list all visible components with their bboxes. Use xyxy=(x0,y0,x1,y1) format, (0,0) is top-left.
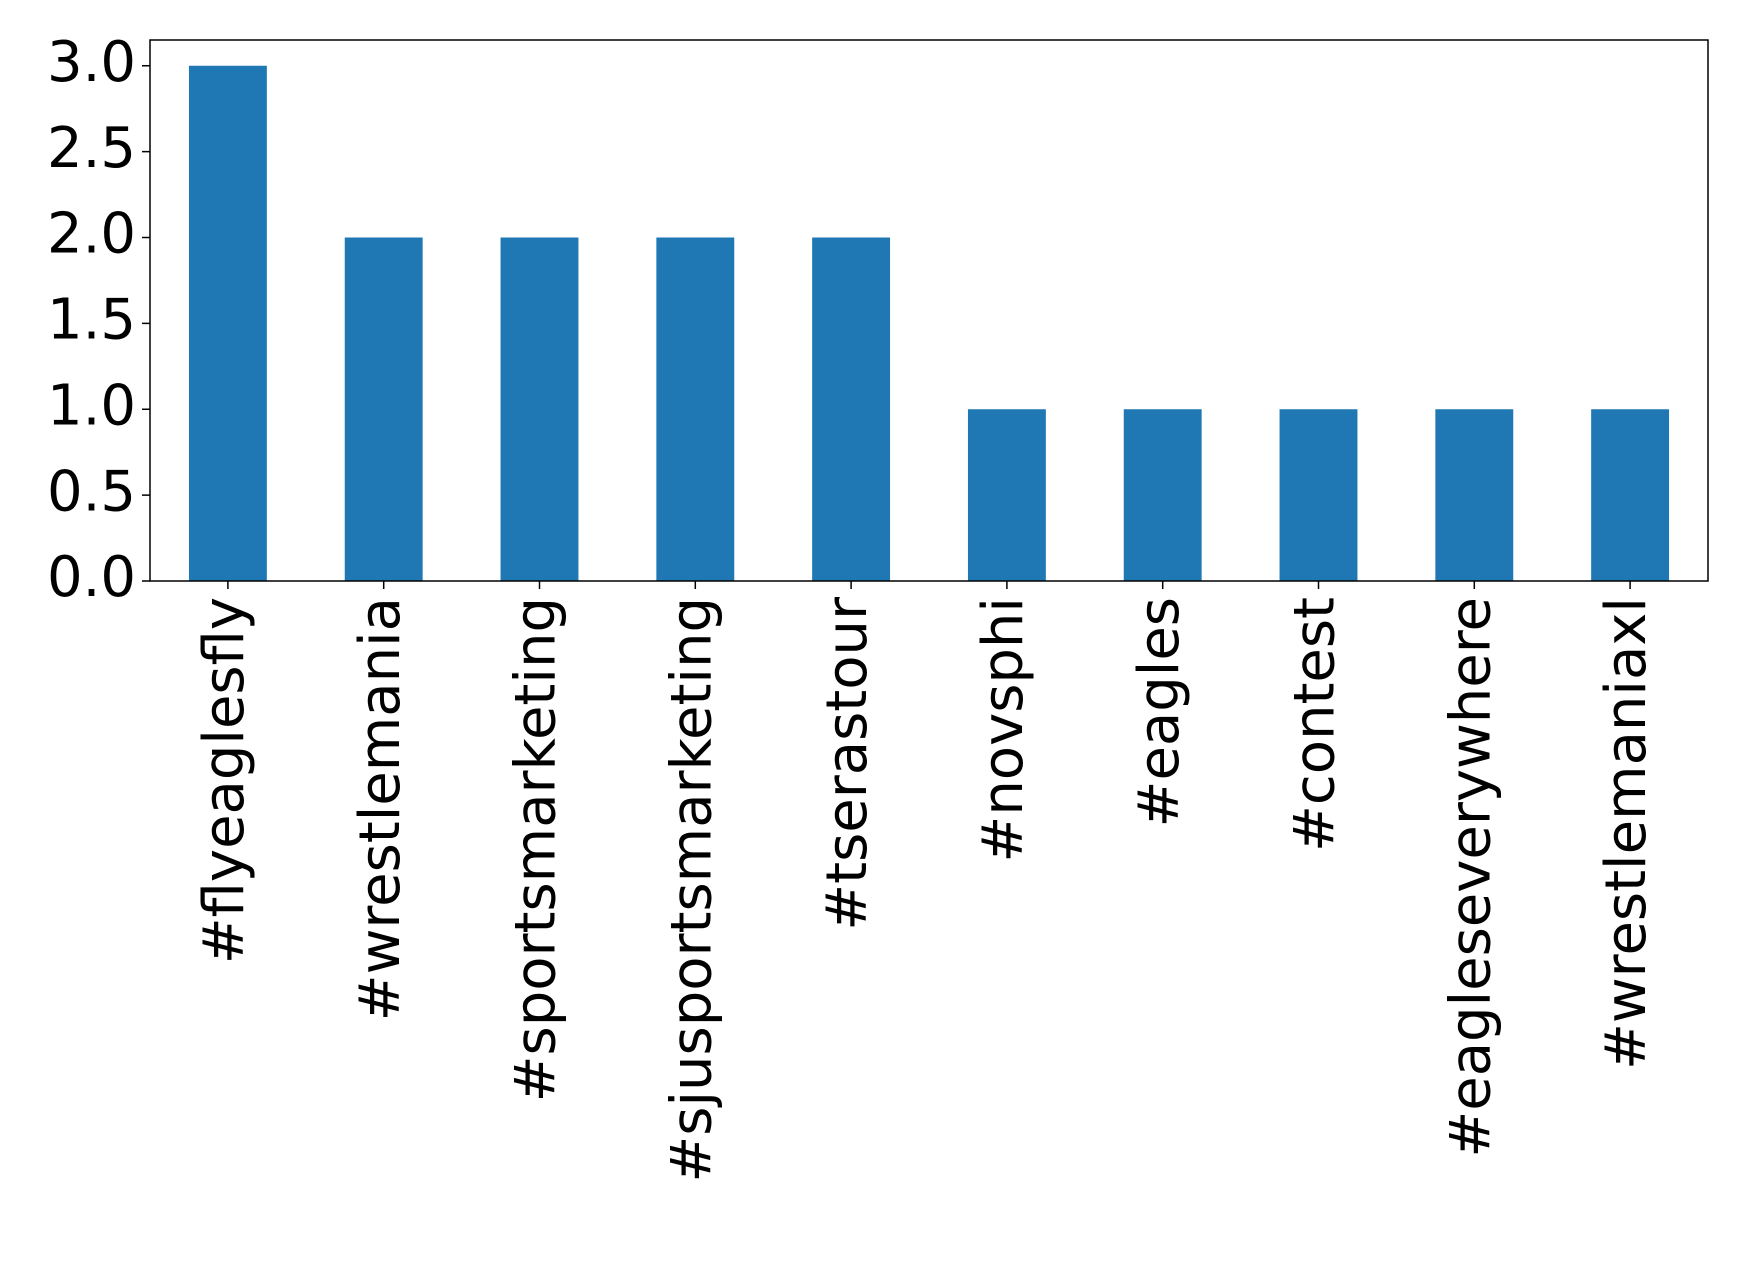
bar xyxy=(1279,409,1358,581)
bar xyxy=(656,237,735,581)
x-tick-label: #sportsmarketing xyxy=(504,597,569,1102)
y-tick-label: 3.0 xyxy=(47,30,136,95)
y-tick-label: 2.0 xyxy=(47,202,136,267)
bar xyxy=(1591,409,1670,581)
x-tick-label: #tserastour xyxy=(815,596,880,931)
bar xyxy=(812,237,891,581)
x-tick-label: #eagles xyxy=(1127,597,1192,827)
x-tick-label: #contest xyxy=(1283,597,1348,852)
y-tick-label: 0.0 xyxy=(47,545,136,610)
x-tick-label: #sjusportsmarketing xyxy=(659,597,724,1183)
y-tick-label: 2.5 xyxy=(47,116,136,181)
bar xyxy=(188,65,267,581)
x-tick-label: #eagleseverywhere xyxy=(1438,597,1503,1158)
x-tick-label: #wrestlemaniaxl xyxy=(1594,597,1659,1070)
y-tick-label: 1.0 xyxy=(47,373,136,438)
bar xyxy=(344,237,423,581)
plot-frame xyxy=(149,39,1709,582)
x-tick-label: #novsphi xyxy=(971,597,1036,863)
bar xyxy=(500,237,579,581)
x-tick-label: #wrestlemania xyxy=(348,597,413,1021)
bar xyxy=(967,409,1046,581)
bar xyxy=(1435,409,1514,581)
bar xyxy=(1123,409,1202,581)
x-tick-label: #flyeaglesfly xyxy=(192,597,257,964)
y-tick-label: 0.5 xyxy=(47,459,136,524)
y-tick-label: 1.5 xyxy=(47,288,136,353)
